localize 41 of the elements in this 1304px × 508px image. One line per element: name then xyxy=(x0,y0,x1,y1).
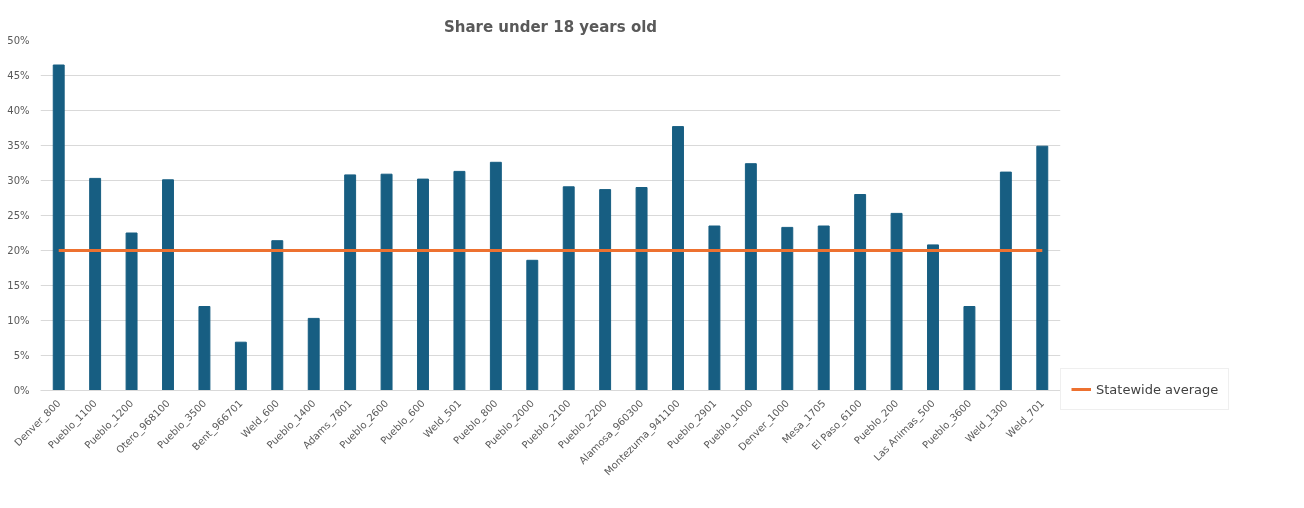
bar xyxy=(526,259,539,391)
bar xyxy=(599,189,612,391)
y-tick-label: 0% xyxy=(13,385,30,396)
bar xyxy=(162,179,174,391)
bar xyxy=(380,173,393,391)
bar xyxy=(198,306,211,391)
bar xyxy=(890,212,903,391)
bar xyxy=(417,178,429,391)
bar xyxy=(344,174,357,391)
bar xyxy=(453,170,466,391)
y-tick-label: 50% xyxy=(7,35,30,46)
bar xyxy=(271,240,284,391)
bar xyxy=(307,317,320,391)
y-tick-label: 30% xyxy=(7,175,30,186)
chart-title: Share under 18 years old xyxy=(443,17,658,36)
legend-label: Statewide average xyxy=(1096,381,1219,397)
bar xyxy=(635,187,648,391)
bar xyxy=(89,177,102,391)
bar xyxy=(744,163,757,391)
y-tick-label: 20% xyxy=(7,245,30,256)
bar xyxy=(963,306,976,391)
bar xyxy=(999,171,1012,391)
bar xyxy=(125,232,138,391)
y-tick-label: 45% xyxy=(7,70,30,81)
bar xyxy=(489,161,502,391)
y-tick-label: 5% xyxy=(13,350,30,361)
bar xyxy=(52,64,65,391)
bar xyxy=(781,226,794,391)
bar xyxy=(708,225,721,391)
bar xyxy=(234,341,247,391)
y-tick-label: 25% xyxy=(7,210,30,221)
bar xyxy=(562,186,575,391)
bar xyxy=(672,126,684,391)
y-tick-label: 35% xyxy=(7,140,30,151)
y-tick-label: 10% xyxy=(7,315,30,326)
bar xyxy=(1036,145,1049,391)
bar xyxy=(927,244,939,391)
y-tick-label: 40% xyxy=(7,105,30,116)
y-tick-label: 15% xyxy=(7,280,30,291)
bar xyxy=(854,194,867,391)
bar xyxy=(817,225,830,391)
